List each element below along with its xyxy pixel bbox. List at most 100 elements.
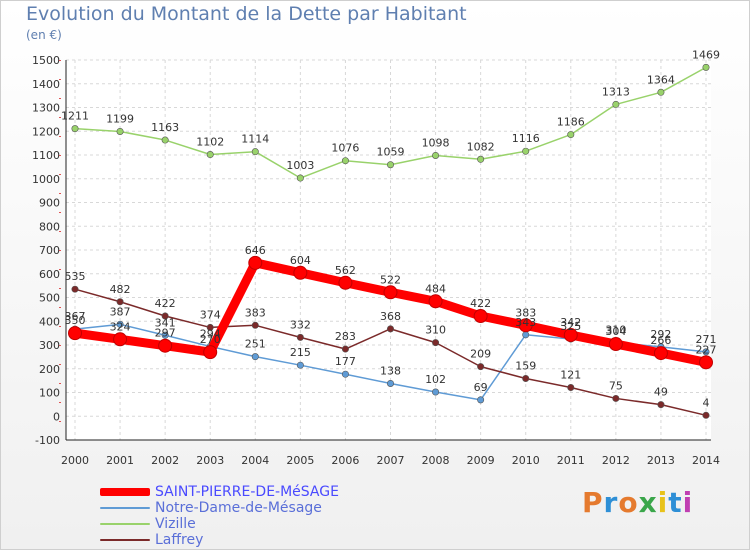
data-point <box>251 148 259 156</box>
y-tick-label: 800 <box>39 220 60 233</box>
x-tick-label: 2013 <box>647 454 675 467</box>
data-point <box>657 88 665 96</box>
data-label: 1469 <box>692 48 720 61</box>
y-tick-label: 1000 <box>32 173 60 186</box>
y-tick-label: 200 <box>39 363 60 376</box>
data-point <box>206 323 214 331</box>
data-label: 310 <box>425 324 446 337</box>
y-tick-label: 1100 <box>32 149 60 162</box>
legend-swatch <box>100 539 150 541</box>
data-label: 343 <box>515 316 536 329</box>
data-label: 1003 <box>286 159 314 172</box>
data-point <box>203 345 218 360</box>
data-label: 270 <box>200 333 221 346</box>
y-tick-label: 900 <box>39 197 60 210</box>
legend-label: Vizille <box>155 516 196 532</box>
data-label: 482 <box>110 283 131 296</box>
data-label: 1163 <box>151 121 179 134</box>
x-tick-label: 2002 <box>151 454 179 467</box>
data-point <box>522 331 530 339</box>
data-point <box>341 157 349 165</box>
data-point <box>383 285 398 300</box>
data-label: 251 <box>245 338 266 351</box>
data-point <box>702 348 710 356</box>
data-point <box>702 63 710 71</box>
data-point <box>432 151 440 159</box>
legend-swatch <box>100 507 150 509</box>
x-tick-label: 2014 <box>692 454 720 467</box>
logo-letter: x <box>638 486 658 519</box>
data-point <box>518 318 533 333</box>
data-label: 1098 <box>422 136 450 149</box>
data-label: 387 <box>110 305 131 318</box>
plot-area <box>66 60 711 440</box>
chart-subtitle: (en €) <box>26 28 62 42</box>
data-point <box>293 265 308 280</box>
x-tick-label: 2008 <box>422 454 450 467</box>
x-tick-label: 2000 <box>61 454 89 467</box>
y-tick-label: 0 <box>53 410 60 423</box>
x-tick-label: 2003 <box>196 454 224 467</box>
data-label: 294 <box>200 327 221 340</box>
data-label: 304 <box>605 325 626 338</box>
data-point <box>428 294 443 309</box>
data-label: 69 <box>474 381 488 394</box>
data-label: 177 <box>335 355 356 368</box>
data-label: 646 <box>245 244 266 257</box>
x-tick-label: 2006 <box>331 454 359 467</box>
data-label: 535 <box>65 270 86 283</box>
data-point <box>161 312 169 320</box>
logo-letter: t <box>668 486 683 519</box>
x-tick-label: 2005 <box>286 454 314 467</box>
legend-label: SAINT-PIERRE-DE-MéSAGE <box>155 484 339 500</box>
data-point <box>68 326 82 341</box>
y-tick-label: -100 <box>35 434 60 447</box>
data-point <box>116 127 124 135</box>
data-label: 4 <box>703 396 710 409</box>
data-point <box>473 309 488 324</box>
data-label: 1199 <box>106 112 134 125</box>
data-label: 1211 <box>61 110 89 123</box>
data-label: 215 <box>290 346 311 359</box>
data-label: 422 <box>470 297 491 310</box>
data-point <box>653 346 668 361</box>
data-point <box>432 339 440 347</box>
data-point <box>206 151 214 159</box>
data-point <box>338 275 353 290</box>
x-tick-label: 2011 <box>557 454 585 467</box>
data-label: 1076 <box>331 142 359 155</box>
data-point <box>158 338 173 353</box>
data-label: 332 <box>290 318 311 331</box>
logo-letter: r <box>603 486 619 519</box>
logo-letter: o <box>618 486 639 519</box>
data-label: 484 <box>425 282 446 295</box>
data-point <box>612 100 620 108</box>
data-label: 138 <box>380 364 401 377</box>
data-label: 374 <box>200 308 221 321</box>
chart-title: Evolution du Montant de la Dette par Hab… <box>26 3 467 25</box>
data-point <box>296 361 304 369</box>
data-label: 368 <box>380 310 401 323</box>
data-label: 271 <box>696 333 717 346</box>
data-point <box>341 370 349 378</box>
data-label: 159 <box>515 359 536 372</box>
data-point <box>341 345 349 353</box>
x-tick-label: 2010 <box>512 454 540 467</box>
y-tick-label: 1400 <box>32 78 60 91</box>
data-point <box>296 333 304 341</box>
data-point <box>477 363 485 371</box>
data-label: 49 <box>654 386 668 399</box>
data-label: 1059 <box>377 146 405 159</box>
data-label: 227 <box>696 343 717 356</box>
data-label: 1116 <box>512 132 540 145</box>
data-point <box>71 125 79 133</box>
data-point <box>386 379 394 387</box>
y-tick-label: 1300 <box>32 102 60 115</box>
logo-letter: P <box>582 486 604 519</box>
data-point <box>567 131 575 139</box>
data-label: 75 <box>609 379 623 392</box>
legend-label: Laffrey <box>155 532 204 548</box>
legend-swatch <box>100 523 150 525</box>
data-point <box>477 155 485 163</box>
